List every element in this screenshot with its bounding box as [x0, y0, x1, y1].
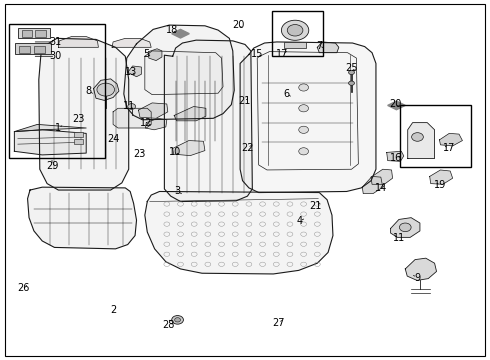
Polygon shape	[172, 140, 205, 156]
Circle shape	[287, 24, 303, 36]
Bar	[400, 105, 471, 167]
Polygon shape	[164, 40, 252, 202]
Bar	[34, 45, 45, 53]
Polygon shape	[58, 37, 98, 47]
Circle shape	[412, 133, 423, 141]
Text: 20: 20	[232, 20, 245, 30]
Polygon shape	[405, 258, 437, 280]
Text: 28: 28	[163, 320, 175, 330]
Polygon shape	[124, 25, 234, 120]
Text: 11: 11	[393, 233, 405, 243]
Text: 16: 16	[391, 153, 403, 163]
Polygon shape	[430, 170, 453, 184]
Polygon shape	[172, 30, 189, 38]
Text: 17: 17	[276, 49, 289, 59]
Circle shape	[299, 148, 309, 155]
Polygon shape	[27, 187, 137, 249]
Text: 2: 2	[110, 305, 116, 315]
Bar	[74, 132, 83, 137]
Polygon shape	[391, 218, 420, 237]
Polygon shape	[94, 79, 119, 100]
Polygon shape	[145, 192, 333, 274]
Bar	[9, 24, 105, 158]
Text: 21: 21	[238, 96, 250, 106]
Text: 12: 12	[140, 118, 152, 128]
Text: 24: 24	[107, 134, 119, 144]
Polygon shape	[362, 176, 383, 194]
Polygon shape	[371, 169, 392, 184]
Text: 26: 26	[17, 283, 29, 293]
Bar	[74, 139, 83, 144]
Text: 15: 15	[251, 49, 264, 59]
Polygon shape	[240, 42, 376, 193]
Bar	[35, 30, 46, 37]
Text: 10: 10	[169, 147, 181, 157]
Polygon shape	[14, 130, 86, 155]
Bar	[18, 28, 49, 39]
Circle shape	[399, 223, 411, 231]
Polygon shape	[388, 101, 405, 110]
Polygon shape	[112, 39, 151, 47]
Text: 30: 30	[49, 51, 62, 61]
Bar	[284, 42, 306, 48]
Circle shape	[348, 81, 354, 85]
Circle shape	[299, 126, 309, 134]
Circle shape	[299, 105, 309, 112]
Text: 1: 1	[55, 123, 61, 133]
Text: 25: 25	[345, 63, 357, 73]
Circle shape	[97, 83, 115, 96]
Text: 6: 6	[284, 89, 290, 99]
Polygon shape	[440, 134, 463, 146]
Text: 19: 19	[434, 180, 446, 190]
Text: 21: 21	[310, 201, 322, 211]
Text: 22: 22	[241, 143, 254, 153]
Polygon shape	[145, 51, 223, 95]
Polygon shape	[318, 42, 339, 53]
Bar	[272, 12, 323, 56]
Polygon shape	[174, 107, 206, 121]
Text: 5: 5	[143, 49, 149, 59]
Polygon shape	[113, 108, 151, 128]
Text: 31: 31	[49, 37, 62, 47]
Text: 7: 7	[316, 41, 322, 50]
Polygon shape	[14, 125, 86, 132]
Polygon shape	[408, 123, 435, 158]
Text: 27: 27	[272, 318, 285, 328]
Circle shape	[281, 20, 309, 40]
Text: 29: 29	[46, 161, 58, 171]
Text: 11: 11	[123, 101, 135, 111]
Polygon shape	[257, 51, 358, 170]
Bar	[15, 43, 50, 54]
Bar	[22, 30, 32, 37]
Text: 8: 8	[86, 86, 92, 96]
Circle shape	[348, 70, 354, 75]
Text: 14: 14	[375, 183, 387, 193]
Polygon shape	[128, 66, 142, 77]
Text: 18: 18	[166, 25, 178, 35]
Text: 3: 3	[174, 186, 181, 197]
Text: 13: 13	[124, 67, 137, 77]
Text: 23: 23	[73, 114, 85, 124]
Text: 9: 9	[414, 273, 420, 283]
Text: 20: 20	[389, 99, 401, 109]
Bar	[19, 45, 30, 53]
Polygon shape	[149, 49, 162, 60]
Text: 17: 17	[442, 143, 455, 153]
Text: 4: 4	[296, 216, 303, 226]
Circle shape	[174, 318, 180, 322]
Text: 23: 23	[133, 149, 145, 159]
Polygon shape	[387, 151, 404, 161]
Polygon shape	[146, 118, 167, 130]
Polygon shape	[39, 39, 129, 190]
Circle shape	[172, 316, 183, 324]
Circle shape	[299, 84, 309, 91]
Polygon shape	[139, 103, 168, 118]
Circle shape	[128, 104, 136, 109]
